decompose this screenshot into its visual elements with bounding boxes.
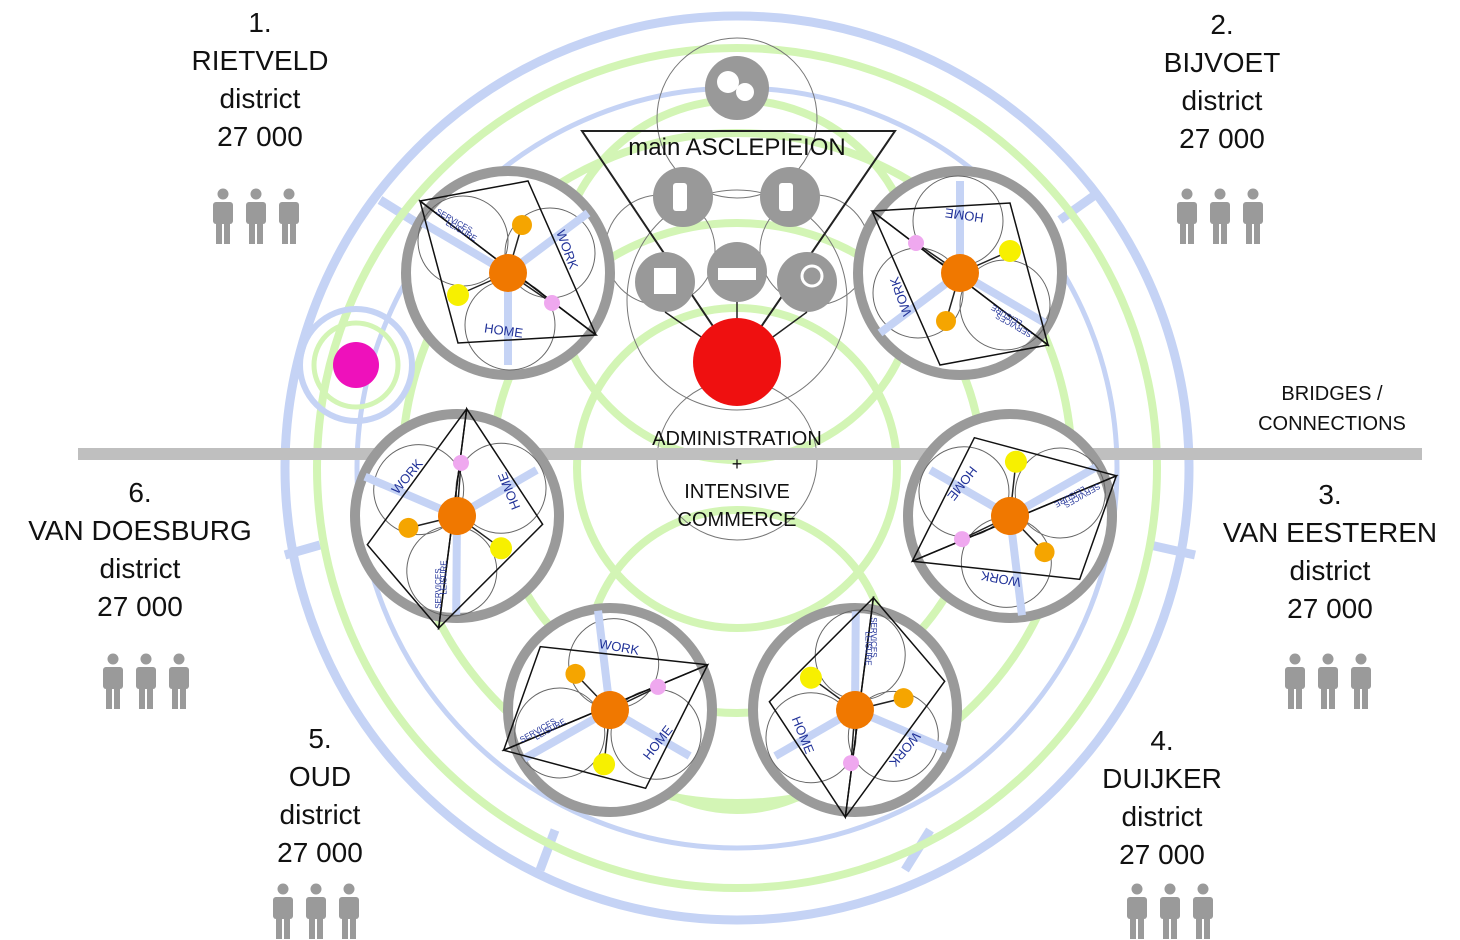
district-population: 27 000 [1179, 123, 1265, 154]
bridges-label-2: CONNECTIONS [1258, 413, 1406, 435]
svg-text:SERVICES: SERVICES [869, 617, 878, 657]
svg-text:HOME: HOME [944, 205, 985, 225]
district-name: VAN DOESBURG [28, 515, 252, 546]
district-population: 27 000 [217, 121, 303, 152]
district-word: district [1121, 801, 1203, 832]
asclepieion-label: main ASCLEPIEION [628, 134, 845, 161]
district-word: district [279, 799, 361, 830]
district-label-5: 5. OUD district 27 000 [170, 720, 470, 872]
district-number: 2. [1210, 9, 1234, 40]
magenta-node [297, 306, 415, 424]
people-icon-3 [1285, 654, 1371, 710]
district-name: RIETVELD [191, 45, 329, 76]
svg-text:LEISURE: LEISURE [439, 560, 448, 594]
district-label-3: 3. VAN EESTEREN district 27 000 [1180, 476, 1460, 628]
outer-city-ring [280, 11, 1194, 925]
district-word: district [1289, 555, 1371, 586]
people-icon-5 [273, 884, 359, 940]
district-label-4: 4. DUIJKER district 27 000 [1012, 722, 1312, 874]
district-name: VAN EESTEREN [1222, 517, 1438, 548]
district-number: 4. [1150, 725, 1174, 756]
district-name: OUD [288, 761, 352, 792]
bridges-label-1: BRIDGES / [1281, 383, 1383, 405]
svg-text:HOME: HOME [483, 320, 524, 340]
district-word: district [99, 553, 181, 584]
district-number: 6. [128, 477, 152, 508]
asclepieion-icons [635, 56, 837, 406]
district-word: district [1181, 85, 1263, 116]
district-population: 27 000 [277, 837, 363, 868]
admin-label: ADMINISTRATION [652, 428, 822, 450]
svg-text:WORK: WORK [598, 636, 641, 658]
people-icon-4 [1127, 884, 1213, 940]
people-icon-1 [213, 189, 299, 245]
district-number: 5. [308, 723, 332, 754]
svg-text:SERVICES: SERVICES [434, 568, 443, 608]
people-icon-6 [103, 654, 189, 710]
district-population: 27 000 [97, 591, 183, 622]
district-population: 27 000 [1119, 839, 1205, 870]
people-icon-2 [1177, 189, 1263, 245]
asclepieion-triangle [580, 130, 897, 364]
svg-text:WORK: WORK [979, 568, 1022, 590]
district-label-2: 2. BIJVOET district 27 000 [1072, 6, 1372, 158]
district-name: BIJVOET [1163, 47, 1281, 78]
intensive-label: INTENSIVE [684, 481, 790, 503]
district-label-1: 1. RIETVELD district 27 000 [110, 4, 410, 156]
district-word: district [219, 83, 301, 114]
district-number: 1. [248, 7, 272, 38]
commerce-label: COMMERCE [678, 509, 797, 531]
district-name: DUIJKER [1102, 763, 1222, 794]
admin-plus: + [732, 454, 743, 474]
district-label-6: 6. VAN DOESBURG district 27 000 [0, 474, 290, 626]
district-population: 27 000 [1287, 593, 1373, 624]
svg-text:LEISURE: LEISURE [864, 631, 873, 665]
district-number: 3. [1318, 479, 1342, 510]
